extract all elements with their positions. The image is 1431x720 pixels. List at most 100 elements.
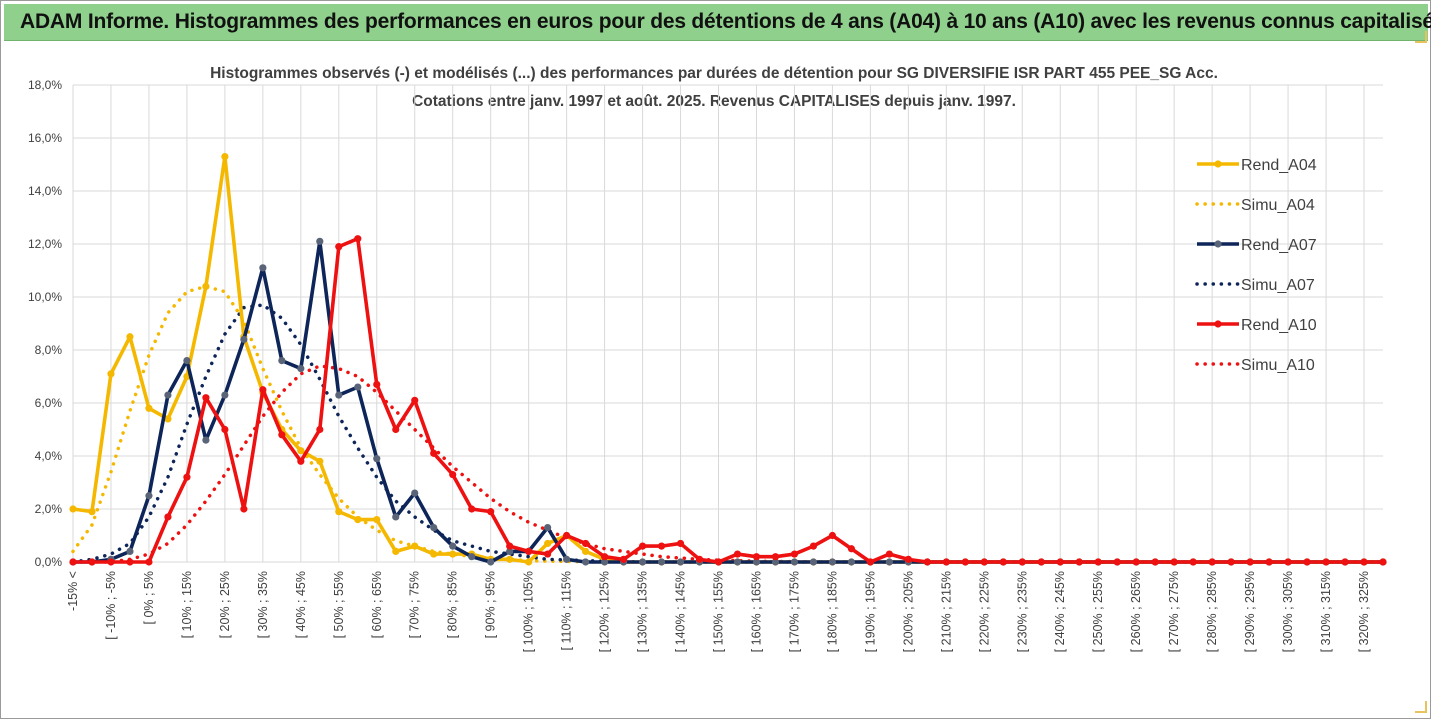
x-tick-label: [ -10% ; -5% [104,571,118,640]
point-Rend_A10 [354,235,362,243]
point-Rend_A10 [828,531,837,540]
point-Rend_A04 [88,508,96,516]
point-Rend_A10 [1227,558,1235,566]
point-Rend_A07 [752,558,761,566]
point-Rend_A04 [297,447,305,455]
point-Rend_A10 [1360,558,1368,566]
point-Rend_A07 [430,523,438,532]
point-Rend_A04 [221,152,229,161]
chart-title-line-1: Histogrammes observés (-) et modélisés (… [210,65,1218,82]
legend: Rend_A04 Simu_A04 Rend_A07 Simu_A07 Rend_A10… [1195,157,1317,374]
resize-handle-top-right [1415,31,1427,43]
point-Rend_A10 [1341,558,1349,566]
resize-handle-bottom-right [1415,701,1427,713]
chart-title-line-2: Cotations entre janv. 1997 et août. 2025… [412,93,1016,110]
point-Rend_A07 [847,558,856,566]
x-tick-label: [ 320% ; 325% [1357,571,1371,652]
point-Rend_A04 [373,516,381,524]
point-Rend_A10 [487,508,495,516]
point-Rend_A07 [183,357,191,365]
legend-label-Simu_A07: Simu_A07 [1241,277,1315,294]
point-Rend_A10 [1151,558,1159,566]
x-tick-label: [ 230% ; 235% [1015,571,1029,652]
banner: ADAM Informe. Histogrammes des performan… [4,4,1431,41]
point-Rend_A10 [449,470,457,479]
point-Rend_A10 [733,550,742,558]
point-Rend_A10 [1113,558,1121,566]
point-Rend_A07 [411,489,419,497]
point-Rend_A04 [354,516,362,524]
x-tick-label: [ 290% ; 295% [1243,571,1257,652]
point-Rend_A10 [714,558,723,566]
point-Rend_A10 [600,553,609,561]
legend-label-Rend_A07: Rend_A07 [1241,237,1317,254]
point-Rend_A07 [600,558,609,566]
x-tick-label: [ 210% ; 215% [939,571,953,652]
point-Rend_A04 [411,542,419,550]
y-tick-label: 2,0% [35,502,63,516]
gridlines [72,84,1383,563]
point-Rend_A10 [411,396,419,404]
point-Rend_A07 [885,558,893,566]
point-Rend_A10 [1208,558,1216,566]
banner-title: ADAM Informe. Histogrammes des performan… [20,10,1431,33]
point-Rend_A10 [657,542,666,550]
point-Rend_A10 [183,473,191,481]
point-Rend_A07 [790,558,799,566]
point-Rend_A10 [790,550,799,558]
point-Rend_A10 [752,553,761,561]
x-tick-label: [ 270% ; 275% [1167,571,1181,652]
point-Rend_A10 [525,547,533,556]
x-tick-label: [ 10% ; 15% [180,571,194,638]
point-Rend_A04 [449,550,457,558]
x-tick-label: [ 70% ; 75% [408,571,422,638]
x-tick-label: [ 60% ; 65% [370,571,384,638]
point-Rend_A10 [676,539,685,548]
point-Rend_A10 [107,558,115,566]
point-Rend_A04 [525,558,533,566]
point-Rend_A10 [1037,558,1045,566]
y-tick-label: 8,0% [35,343,63,357]
point-Rend_A10 [126,558,134,566]
point-Rend_A10 [847,545,856,553]
point-Rend_A10 [923,558,931,566]
point-Rend_A07 [638,558,647,566]
point-Rend_A10 [942,558,950,566]
point-Rend_A04 [164,415,172,423]
point-Rend_A04 [126,333,134,341]
point-Rend_A10 [1132,558,1140,566]
x-tick-label: [ 160% ; 165% [749,571,763,652]
point-Rend_A07 [335,391,343,399]
legend-marker-Rend_A10 [1214,320,1222,328]
y-tick-label: 12,0% [28,237,62,251]
x-tick-label: [ 190% ; 195% [863,571,877,652]
series-Rend_A10 [73,236,1383,564]
point-Rend_A04 [430,550,438,558]
series-Simu_A10 [71,364,1385,564]
point-Rend_A10 [1322,558,1330,566]
point-Rend_A10 [582,539,590,548]
x-tick-label: [ 100% ; 105% [522,571,536,652]
point-Rend_A10 [1265,558,1273,566]
point-Rend_A04 [582,547,590,556]
x-tick-label: [ 130% ; 135% [636,571,650,652]
legend-marker-Rend_A07 [1214,240,1222,248]
point-Rend_A07 [544,523,552,532]
x-tick-label: -15% < [66,571,80,611]
point-Rend_A07 [164,391,172,399]
point-Rend_A07 [373,455,381,463]
point-Rend_A07 [771,558,780,566]
x-tick-label: [ 90% ; 95% [484,571,498,638]
x-tick-label: [ 250% ; 255% [1091,571,1105,652]
point-Rend_A04 [69,505,77,513]
point-Rend_A10 [335,243,343,251]
point-Rend_A10 [240,505,248,513]
point-Rend_A10 [999,558,1007,566]
point-Rend_A10 [392,425,400,434]
point-Rend_A10 [88,558,96,566]
point-Rend_A07 [145,492,153,500]
point-Rend_A07 [582,558,590,566]
x-tick-label: [ 20% ; 25% [218,571,232,638]
